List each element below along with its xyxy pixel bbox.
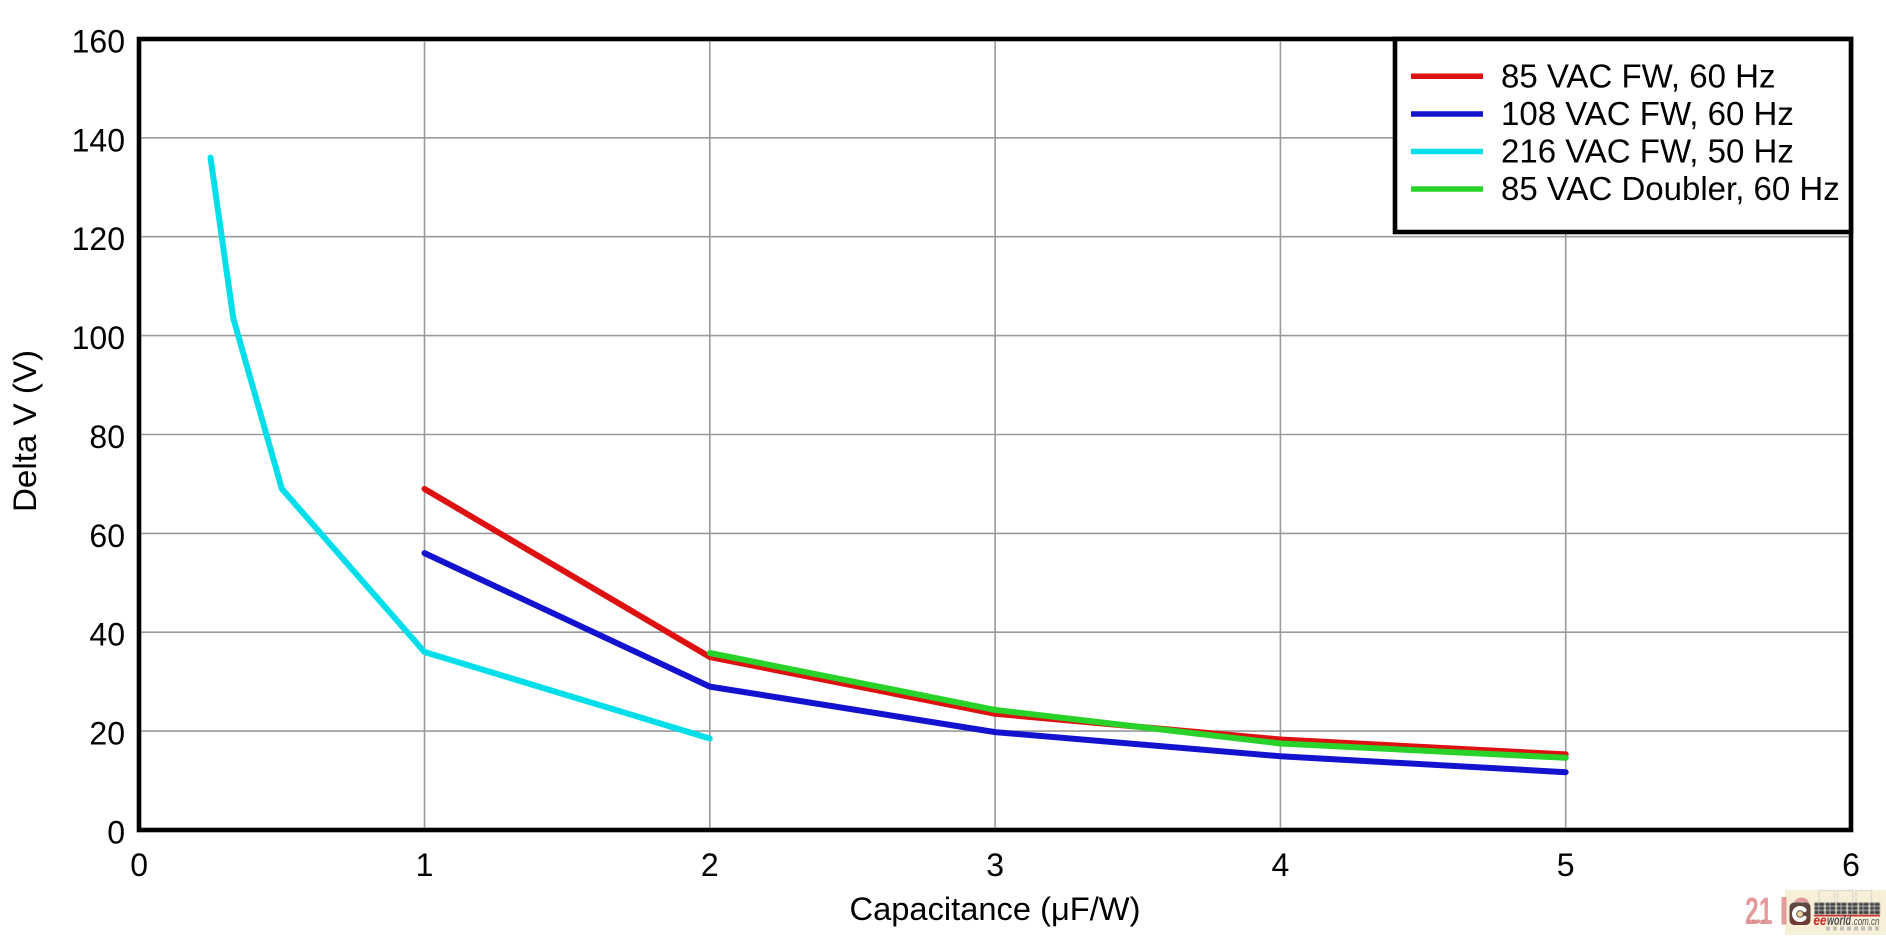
- svg-text:6: 6: [1842, 847, 1860, 883]
- svg-text:100: 100: [72, 320, 125, 356]
- svg-text:60: 60: [89, 518, 125, 554]
- svg-text:21: 21: [1745, 890, 1772, 933]
- svg-text:85 VAC FW, 60 Hz: 85 VAC FW, 60 Hz: [1501, 58, 1775, 95]
- svg-text:0: 0: [130, 847, 148, 883]
- svg-text:5: 5: [1557, 847, 1575, 883]
- svg-text:20: 20: [89, 716, 125, 752]
- svg-text:1: 1: [416, 847, 434, 883]
- svg-text:Capacitance (μF/W): Capacitance (μF/W): [850, 891, 1141, 927]
- svg-text:120: 120: [72, 221, 125, 257]
- svg-text:ee: ee: [1814, 913, 1827, 928]
- svg-text:40: 40: [89, 617, 125, 653]
- svg-text:160: 160: [72, 24, 125, 60]
- svg-text:4: 4: [1272, 847, 1290, 883]
- svg-text:80: 80: [89, 419, 125, 455]
- svg-text:0: 0: [107, 815, 125, 851]
- svg-text:.com.cn: .com.cn: [1852, 916, 1880, 928]
- svg-text:2: 2: [701, 847, 719, 883]
- svg-text:108 VAC FW, 60 Hz: 108 VAC FW, 60 Hz: [1501, 95, 1794, 132]
- svg-text:world: world: [1827, 913, 1852, 928]
- svg-text:85 VAC Doubler, 60 Hz: 85 VAC Doubler, 60 Hz: [1501, 170, 1840, 207]
- svg-text:Delta V (V): Delta V (V): [7, 350, 43, 512]
- svg-text:140: 140: [72, 122, 125, 158]
- svg-text:216 VAC FW, 50 Hz: 216 VAC FW, 50 Hz: [1501, 133, 1794, 170]
- svg-text:3: 3: [986, 847, 1004, 883]
